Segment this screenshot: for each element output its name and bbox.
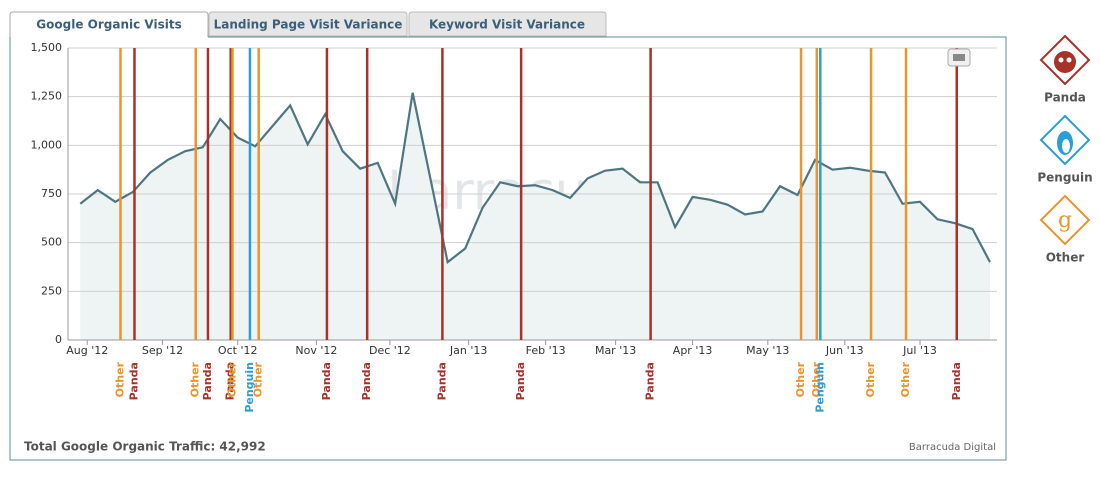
footer-total: Total Google Organic Traffic: 42,992 — [24, 440, 266, 454]
x-tick-label: Jun '13 — [825, 344, 864, 357]
y-tick-label: 250 — [41, 284, 62, 297]
event-label: Panda — [224, 362, 237, 400]
y-tick-label: 750 — [41, 187, 62, 200]
event-label: Panda — [644, 362, 657, 400]
x-tick-label: Sep '12 — [142, 344, 183, 357]
event-label: Panda — [320, 362, 333, 400]
x-tick-label: Nov '12 — [295, 344, 337, 357]
event-label: Penguin — [813, 362, 826, 413]
x-tick-label: May '13 — [746, 344, 789, 357]
y-tick-label: 0 — [55, 333, 62, 346]
plot: 0 250 500 750 1,000 1,250 1,500 Aug '12 Sep '12 O… — [31, 41, 997, 413]
y-tick-label: 1,000 — [31, 138, 63, 151]
y-tick-label: 500 — [41, 236, 62, 249]
tab[interactable] — [408, 11, 607, 37]
tab-label[interactable]: Google Organic Visits — [36, 18, 181, 32]
x-tick-label: Jan '13 — [449, 344, 487, 357]
event-label: Other — [794, 361, 807, 397]
event-label: Panda — [950, 362, 963, 400]
event-label: Panda — [127, 362, 140, 400]
panda-eye — [1066, 57, 1072, 63]
event-label: Other — [189, 361, 202, 397]
tab-active[interactable] — [9, 11, 209, 37]
panel-border — [9, 36, 1007, 461]
event-label: Other — [252, 361, 265, 397]
event-label: Other — [225, 361, 238, 397]
x-tick-label: Dec '12 — [369, 344, 411, 357]
legend-label: Other — [1046, 251, 1085, 265]
x-tick-label: Apr '13 — [673, 344, 713, 357]
penguin-belly — [1062, 139, 1070, 153]
event-label: Other — [810, 361, 823, 397]
legend-label: Panda — [1044, 91, 1086, 105]
legend: Panda Penguin g Other — [1037, 34, 1093, 265]
event-label: Other — [113, 361, 126, 397]
x-tick-label: Mar '13 — [595, 344, 636, 357]
event-label: Panda — [435, 362, 448, 400]
event-label: Panda — [201, 362, 214, 400]
area — [80, 92, 991, 340]
tab-label[interactable]: Keyword Visit Variance — [429, 18, 585, 32]
tab[interactable] — [208, 11, 408, 37]
y-tick-label: 1,250 — [31, 90, 63, 103]
x-tick-label: Jul '13 — [902, 344, 937, 357]
x-tick-label: Oct '12 — [218, 344, 258, 357]
event-label: Panda — [514, 362, 527, 400]
event-label: Other — [899, 361, 912, 397]
line — [79, 92, 991, 265]
legend-label: Penguin — [1037, 171, 1092, 185]
event-label: Penguin — [243, 362, 256, 413]
print-icon — [953, 54, 965, 61]
y-tick-label: 1,500 — [31, 41, 63, 54]
panda-face — [1054, 51, 1076, 73]
x-tick-label: Aug '12 — [66, 344, 108, 357]
panda-eye — [1058, 57, 1064, 63]
x-tick-label: Feb '13 — [526, 344, 566, 357]
event-label: Other — [864, 361, 877, 397]
event-label: Panda — [360, 362, 373, 400]
footer-credit: Barracuda Digital — [909, 442, 996, 453]
other-icon — [1039, 194, 1091, 246]
other-glyph: g — [1058, 208, 1072, 233]
tab-label[interactable]: Landing Page Visit Variance — [214, 18, 403, 32]
